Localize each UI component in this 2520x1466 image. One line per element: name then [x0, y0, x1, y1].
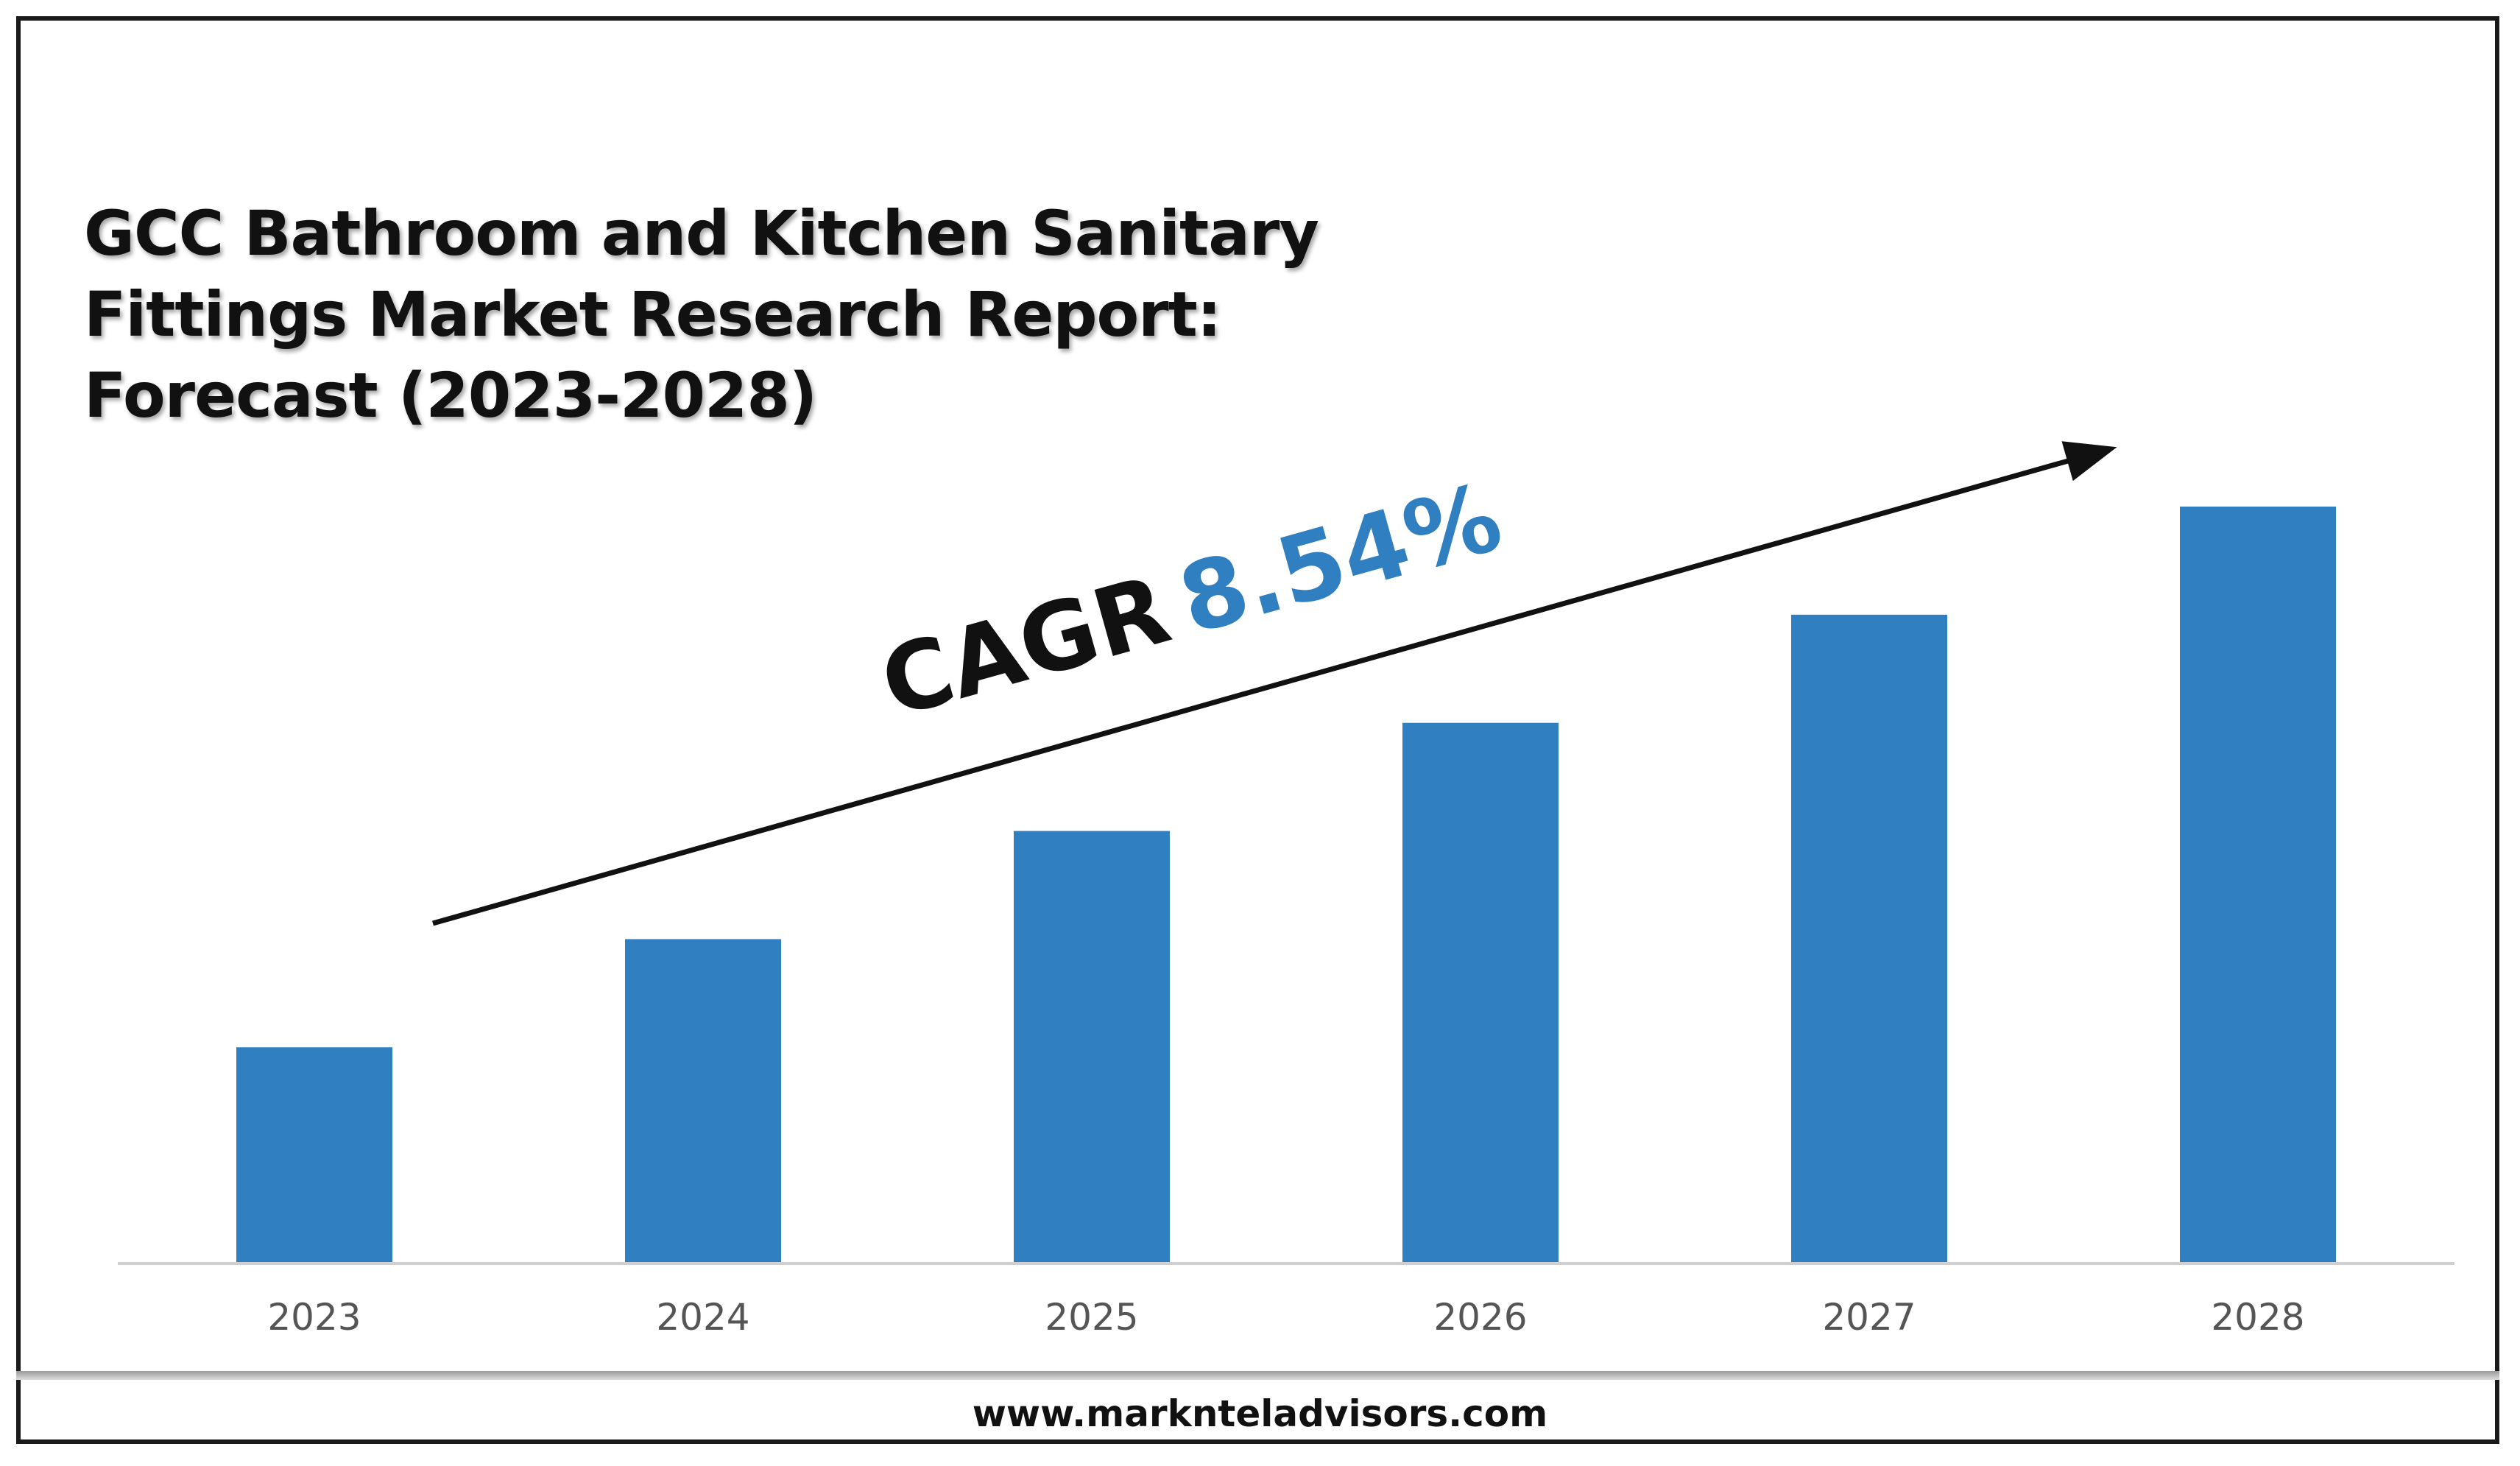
bar-2028 — [2180, 507, 2336, 1264]
bar-2025 — [1014, 831, 1170, 1264]
title-line-1: GCC Bathroom and Kitchen Sanitary — [84, 197, 1319, 269]
bar-2024 — [625, 939, 781, 1264]
x-tick-label-2026: 2026 — [1433, 1296, 1527, 1339]
title-line-2: Fittings Market Research Report: — [84, 278, 1221, 350]
x-tick-label-2025: 2025 — [1045, 1296, 1138, 1339]
bar-2027 — [1791, 614, 1947, 1264]
chart-frame — [16, 16, 2499, 1444]
x-tick-label-2028: 2028 — [2211, 1296, 2304, 1339]
footer-url: www.marknteladvisors.com — [972, 1392, 1548, 1435]
bar-2023 — [236, 1047, 392, 1264]
x-tick-label-2027: 2027 — [1822, 1296, 1916, 1339]
cagr-trend-arrow — [432, 441, 2117, 926]
footer-divider — [16, 1371, 2499, 1380]
x-tick-label-2023: 2023 — [267, 1296, 361, 1339]
bar-2026 — [1402, 722, 1559, 1264]
chart-title: GCC Bathroom and Kitchen Sanitary Fittin… — [84, 193, 1335, 436]
x-tick-label-2024: 2024 — [656, 1296, 749, 1339]
title-line-3: Forecast (2023-2028) — [84, 359, 817, 431]
